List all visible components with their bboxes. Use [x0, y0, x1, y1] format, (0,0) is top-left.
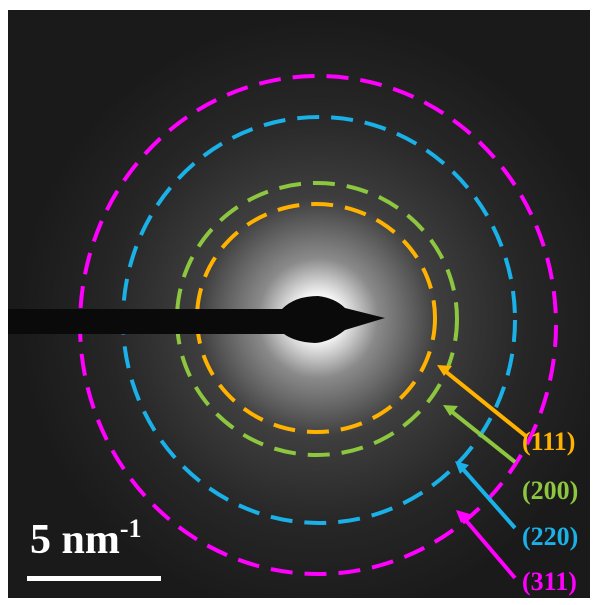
ring-label: (200): [522, 476, 578, 505]
ring-label: (111): [522, 427, 575, 456]
scale-bar-exponent: -1: [120, 514, 142, 543]
page: (111) (200) (220) (311) 5 nm-1 (() => { …: [0, 0, 598, 605]
diffraction-image: (111) (200) (220) (311) 5 nm-1: [0, 0, 598, 605]
scale-bar-unit: 5 nm: [30, 517, 120, 563]
ring-label: (220): [522, 522, 578, 551]
ring-label: (311): [522, 567, 577, 596]
scale-bar: [27, 576, 161, 581]
